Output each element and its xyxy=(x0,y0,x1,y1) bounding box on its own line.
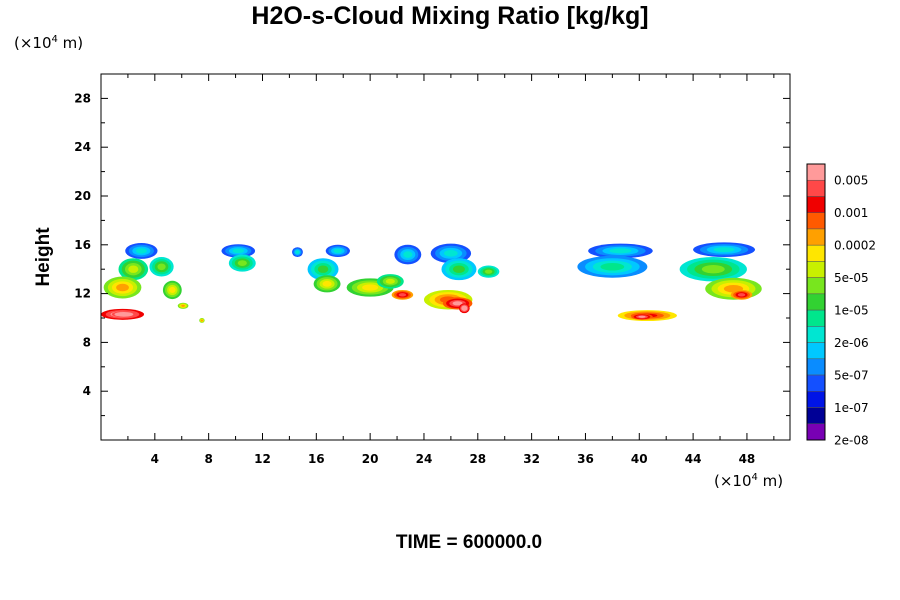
x-tick-label: 32 xyxy=(523,452,540,466)
colorbar-swatch xyxy=(806,277,826,295)
y-tick-label: 24 xyxy=(74,140,91,154)
colorbar-label: 2e-06 xyxy=(834,336,869,350)
x-tick-label: 36 xyxy=(577,452,594,466)
y-tick-label: 16 xyxy=(74,238,91,252)
x-tick-label: 28 xyxy=(469,452,486,466)
y-axis-unit: (×104 m) xyxy=(14,34,84,52)
x-tick-label: 4 xyxy=(151,452,159,466)
cloud-blob xyxy=(362,284,379,291)
colorbar-swatch xyxy=(806,228,826,246)
colorbar-swatch xyxy=(806,196,826,213)
cloud-blob xyxy=(638,315,646,318)
colorbar-label: 5e-05 xyxy=(834,271,869,285)
x-tick-label: 44 xyxy=(685,452,702,466)
cloud-blob xyxy=(169,286,176,294)
cloud-blob xyxy=(453,265,465,273)
y-tick-label: 4 xyxy=(83,384,91,398)
x-tick-label: 8 xyxy=(204,452,212,466)
colorbar-label: 0.0002 xyxy=(834,239,876,253)
cloud-field xyxy=(101,242,762,323)
colorbar-frame xyxy=(806,163,826,441)
colorbar-label: 2e-08 xyxy=(834,434,869,448)
colorbar-label: 0.005 xyxy=(834,174,868,188)
colorbar-swatch xyxy=(806,212,826,230)
cloud-blob xyxy=(119,313,128,316)
cloud-blob xyxy=(128,265,139,273)
x-tick-label: 20 xyxy=(362,452,379,466)
colorbar-label: 1e-07 xyxy=(834,401,869,415)
y-tick-label: 20 xyxy=(74,189,91,203)
colorbar-swatch xyxy=(806,358,826,376)
cloud-blob xyxy=(737,293,746,297)
colorbar-swatch xyxy=(806,326,826,343)
cloud-blob xyxy=(237,260,247,267)
x-tick-label: 40 xyxy=(631,452,648,466)
chart-title: H2O-s-Cloud Mixing Ratio [kg/kg] xyxy=(251,2,649,30)
cloud-blob xyxy=(398,293,407,297)
cloud-blob xyxy=(462,306,467,310)
x-tick-label: 24 xyxy=(416,452,433,466)
cloud-blob xyxy=(600,263,625,271)
cloud-blob xyxy=(452,301,463,306)
cloud-blob xyxy=(444,250,458,257)
x-axis-unit: (×104 m) xyxy=(714,472,784,490)
colorbar-swatch xyxy=(806,391,826,408)
colorbar: 0.005 0.001 0.0002 5e-05 1e-05 2e-06 5e-07 1e-0… xyxy=(806,163,876,448)
x-tick-label: 48 xyxy=(739,452,756,466)
time-label: TIME = 600000.0 xyxy=(395,532,543,553)
cloud-blob xyxy=(157,263,166,271)
colorbar-swatch xyxy=(806,374,826,392)
colorbar-swatch xyxy=(806,407,826,425)
cloud-blob xyxy=(232,248,244,254)
y-tick-label: 28 xyxy=(74,91,91,105)
cloud-blob xyxy=(322,280,332,287)
cloud-blob xyxy=(403,251,413,258)
cloud-blob xyxy=(713,247,735,253)
cloud-blob xyxy=(295,250,300,254)
cloud-blob xyxy=(609,248,632,254)
cloud-blob xyxy=(181,304,185,307)
colorbar-swatch xyxy=(806,309,826,327)
cloud-blob xyxy=(200,319,203,322)
x-tick-label: 16 xyxy=(308,452,325,466)
y-tick-label: 8 xyxy=(83,335,91,349)
cloud-blob xyxy=(484,269,493,274)
cloud-blob xyxy=(317,265,329,273)
colorbar-swatch xyxy=(806,163,826,181)
colorbar-label: 1e-05 xyxy=(834,304,869,318)
cloud-blob xyxy=(385,278,395,284)
colorbar-label: 5e-07 xyxy=(834,369,869,383)
x-tick-label: 12 xyxy=(254,452,271,466)
cloud-blob xyxy=(333,248,342,253)
colorbar-label: 0.001 xyxy=(834,206,868,220)
colorbar-swatch xyxy=(806,179,826,197)
colorbar-swatch xyxy=(806,293,826,311)
y-tick-label: 12 xyxy=(74,287,91,301)
plot-frame xyxy=(100,73,791,441)
cloud-blob xyxy=(701,265,725,274)
colorbar-swatch xyxy=(806,244,826,262)
y-axis-label: Height xyxy=(33,227,54,287)
colorbar-swatch xyxy=(806,423,826,441)
colorbar-swatch xyxy=(806,342,826,360)
colorbar-swatch xyxy=(806,261,826,278)
cloud-blob xyxy=(116,283,129,292)
cloud-blob xyxy=(135,248,147,254)
